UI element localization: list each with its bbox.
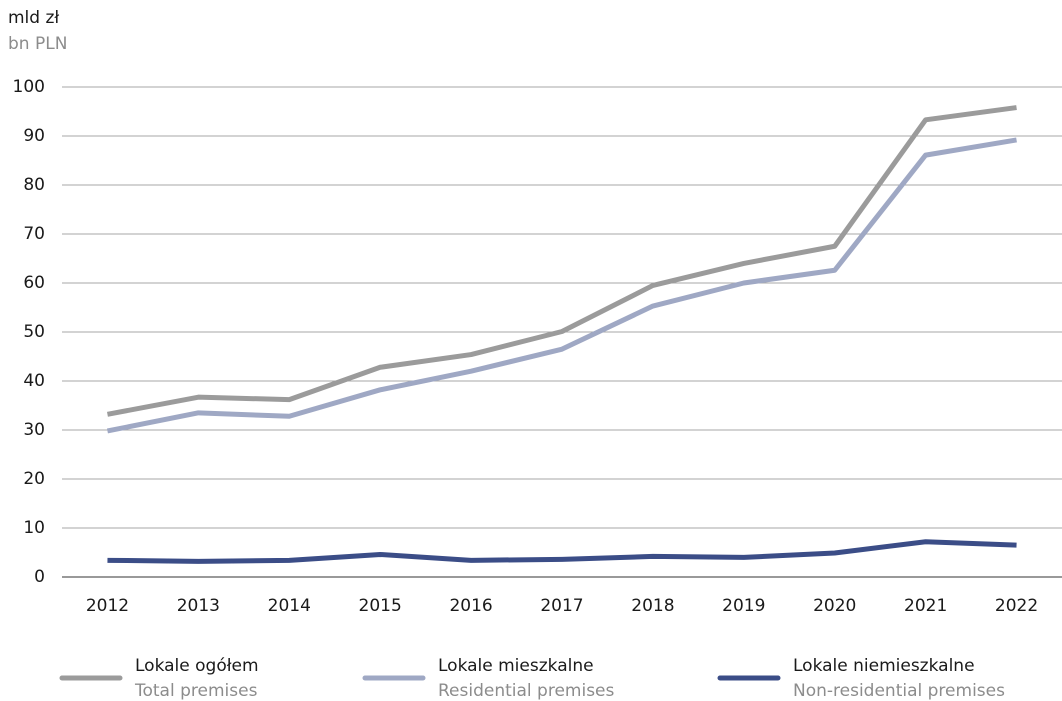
x-tick-label: 2016 [449,596,492,616]
legend-label: Lokale mieszkalne [438,656,594,676]
unit-label-en: bn PLN [8,34,67,54]
y-tick-label: 90 [23,126,45,146]
legend-label-en: Non-residential premises [793,681,1005,701]
x-tick-label: 2022 [995,596,1038,616]
x-tick-label: 2021 [904,596,947,616]
y-tick-label: 30 [23,420,45,440]
legend-label: Lokale niemieszkalne [793,656,975,676]
y-tick-label: 80 [23,175,45,195]
legend-label-en: Residential premises [438,681,615,701]
series-line [107,539,1017,564]
x-tick-label: 2018 [631,596,674,616]
y-tick-label: 20 [23,469,45,489]
x-tick-label: 2019 [722,596,765,616]
y-tick-label: 70 [23,224,45,244]
series-line [106,105,1017,417]
y-tick-label: 40 [23,371,45,391]
x-tick-label: 2013 [177,596,220,616]
y-tick-label: 50 [23,322,45,342]
legend-label: Lokale ogółem [135,656,259,676]
x-tick-label: 2014 [268,596,311,616]
y-tick-label: 60 [23,273,45,293]
y-tick-label: 0 [34,567,45,587]
x-tick-label: 2020 [813,596,856,616]
x-tick-label: 2017 [540,596,583,616]
x-tick-label: 2015 [359,596,402,616]
y-tick-label: 10 [23,518,45,538]
y-tick-label: 100 [13,77,45,97]
series-line [106,137,1017,434]
x-tick-label: 2012 [86,596,129,616]
unit-label: mld zł [8,8,59,28]
legend-label-en: Total premises [134,681,258,701]
